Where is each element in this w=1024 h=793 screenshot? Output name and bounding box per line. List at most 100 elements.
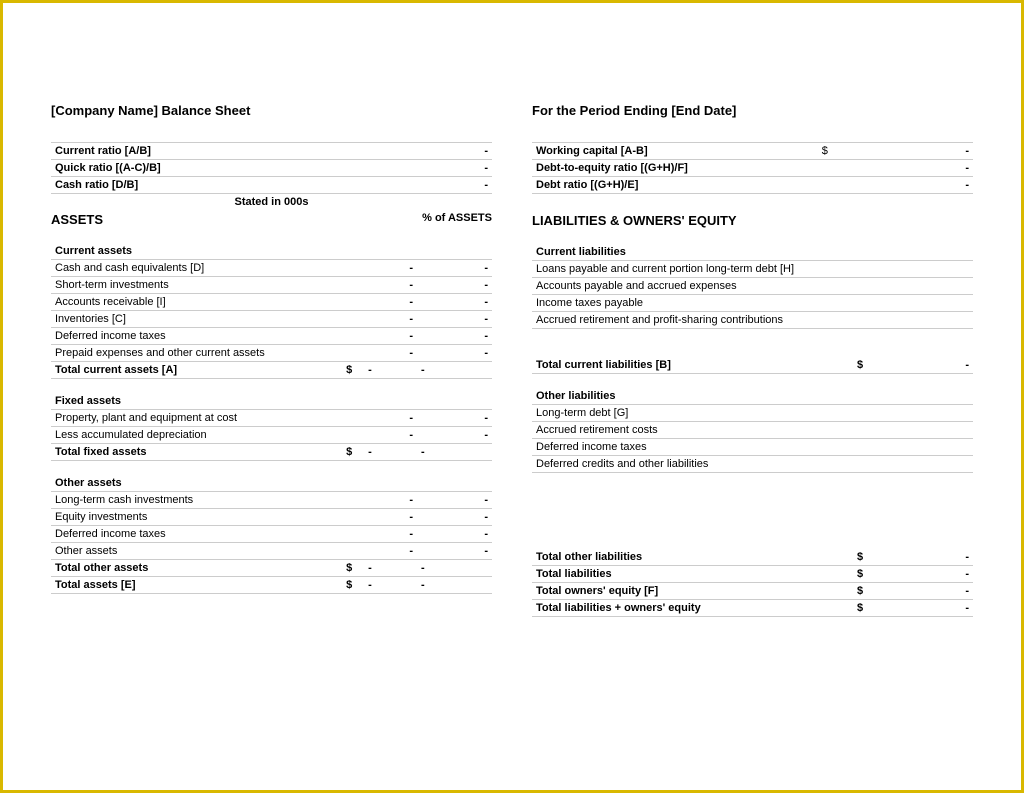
total-val: - (364, 362, 417, 379)
row-label: Inventories [C] (51, 311, 342, 328)
right-column: For the Period Ending [End Date] Working… (532, 103, 973, 617)
row-label: Deferred income taxes (51, 526, 342, 543)
row-label: Deferred credits and other liabilities (532, 456, 841, 473)
final-totals-table: Total other liabilities$- Total liabilit… (532, 549, 973, 617)
ratio-label: Debt ratio [(G+H)/E] (532, 177, 805, 194)
currency-symbol: $ (342, 444, 364, 461)
row-val: - (364, 492, 417, 509)
row-val: - (364, 509, 417, 526)
currency-symbol: $ (841, 583, 867, 600)
two-column-layout: [Company Name] Balance Sheet Current rat… (51, 103, 973, 617)
row-val: - (364, 311, 417, 328)
row-label: Accounts receivable [I] (51, 294, 342, 311)
total-label: Total other liabilities (532, 549, 841, 566)
liabilities-heading: LIABILITIES & OWNERS' EQUITY (532, 213, 973, 228)
row-pct: - (417, 427, 492, 444)
row-pct: - (417, 345, 492, 362)
row-label: Cash and cash equivalents [D] (51, 260, 342, 277)
row-pct: - (417, 492, 492, 509)
total-val: - (867, 566, 973, 583)
group-head: Other assets (51, 475, 492, 492)
row-label: Long-term cash investments (51, 492, 342, 509)
total-val: - (867, 357, 973, 374)
total-val: - (867, 600, 973, 617)
total-val: - (364, 560, 417, 577)
other-liabilities-table: Other liabilities Long-term debt [G] Acc… (532, 388, 973, 473)
section-title: LIABILITIES & OWNERS' EQUITY (532, 213, 737, 228)
current-liabilities-total: Total current liabilities [B]$- (532, 357, 973, 374)
left-column: [Company Name] Balance Sheet Current rat… (51, 103, 492, 617)
total-label: Total liabilities + owners' equity (532, 600, 841, 617)
left-ratio-table: Current ratio [A/B]- Quick ratio [(A-C)/… (51, 142, 492, 194)
total-val: - (364, 577, 417, 594)
row-pct: - (417, 543, 492, 560)
row-label: Accounts payable and accrued expenses (532, 278, 841, 295)
row-pct: - (417, 328, 492, 345)
currency-symbol: $ (342, 362, 364, 379)
fixed-assets-table: Fixed assets Property, plant and equipme… (51, 393, 492, 461)
row-pct: - (417, 260, 492, 277)
row-val: - (364, 543, 417, 560)
group-head: Current liabilities (532, 244, 973, 261)
row-val: - (364, 328, 417, 345)
row-pct: - (417, 311, 492, 328)
total-label: Total owners' equity [F] (532, 583, 841, 600)
row-val: - (364, 526, 417, 543)
row-val: - (364, 427, 417, 444)
row-label: Other assets (51, 543, 342, 560)
ratio-value: - (832, 143, 973, 160)
current-liabilities-table: Current liabilities Loans payable and cu… (532, 244, 973, 329)
currency-symbol: $ (841, 566, 867, 583)
row-pct: - (417, 410, 492, 427)
ratio-value: - (342, 160, 492, 177)
right-ratio-table: Working capital [A-B]$- Debt-to-equity r… (532, 142, 973, 194)
row-label: Accrued retirement costs (532, 422, 841, 439)
pct-heading: % of ASSETS (422, 212, 492, 227)
row-pct: - (417, 277, 492, 294)
total-label: Total liabilities (532, 566, 841, 583)
ratio-label: Cash ratio [D/B] (51, 177, 342, 194)
row-label: Property, plant and equipment at cost (51, 410, 342, 427)
ratio-label: Quick ratio [(A-C)/B] (51, 160, 342, 177)
row-val: - (364, 260, 417, 277)
currency-symbol: $ (841, 357, 867, 374)
row-val: - (364, 294, 417, 311)
left-title: [Company Name] Balance Sheet (51, 103, 492, 118)
total-pct: - (417, 362, 492, 379)
row-label: Loans payable and current portion long-t… (532, 261, 841, 278)
ratio-value: - (342, 143, 492, 160)
row-label: Short-term investments (51, 277, 342, 294)
row-label: Equity investments (51, 509, 342, 526)
row-label: Long-term debt [G] (532, 405, 841, 422)
total-label: Total other assets (51, 560, 342, 577)
row-val: - (364, 410, 417, 427)
current-assets-table: Current assets Cash and cash equivalents… (51, 243, 492, 379)
other-assets-table: Other assets Long-term cash investments -… (51, 475, 492, 594)
balance-sheet-page: [Company Name] Balance Sheet Current rat… (0, 0, 1024, 793)
currency-symbol: $ (841, 600, 867, 617)
total-label: Total current liabilities [B] (532, 357, 841, 374)
total-pct: - (417, 560, 492, 577)
ratio-label: Current ratio [A/B] (51, 143, 342, 160)
row-pct: - (417, 294, 492, 311)
assets-heading: ASSETS % of ASSETS (51, 212, 492, 227)
ratio-label: Working capital [A-B] (532, 143, 805, 160)
row-label: Less accumulated depreciation (51, 427, 342, 444)
ratio-value: - (342, 177, 492, 194)
row-label: Prepaid expenses and other current asset… (51, 345, 342, 362)
right-title: For the Period Ending [End Date] (532, 103, 973, 118)
ratio-label: Debt-to-equity ratio [(G+H)/F] (532, 160, 805, 177)
row-label: Income taxes payable (532, 295, 841, 312)
section-title: ASSETS (51, 212, 103, 227)
total-val: - (867, 583, 973, 600)
stated-label: Stated in 000s (51, 196, 492, 208)
total-val: - (867, 549, 973, 566)
currency-symbol: $ (342, 577, 364, 594)
row-val: - (364, 345, 417, 362)
ratio-value: - (832, 177, 973, 194)
total-label: Total fixed assets (51, 444, 342, 461)
row-label: Deferred income taxes (51, 328, 342, 345)
row-pct: - (417, 526, 492, 543)
ratio-value: - (832, 160, 973, 177)
currency-symbol: $ (841, 549, 867, 566)
